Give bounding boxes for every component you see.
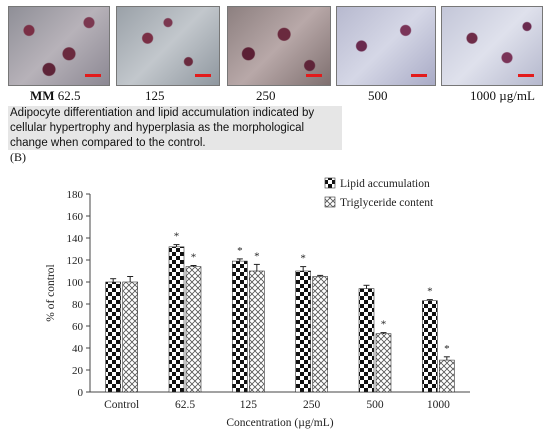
y-axis-label: % of control [45, 264, 57, 321]
scale-bar [518, 74, 534, 77]
significance-marker: * [300, 253, 306, 265]
bar-triglyceride [439, 359, 455, 393]
significance-marker: * [191, 252, 197, 264]
bar-lipid [232, 260, 248, 393]
y-tick-label: 140 [67, 233, 84, 245]
micrograph-125 [116, 6, 220, 86]
x-tick-label: 250 [303, 399, 321, 411]
bar-triglyceride [249, 270, 265, 393]
legend-swatch [324, 177, 336, 189]
scale-bar [85, 74, 101, 77]
legend-label: Triglyceride content [340, 197, 434, 209]
micrograph-1000 [441, 6, 543, 86]
scale-bar [195, 74, 211, 77]
bar-triglyceride [375, 333, 392, 393]
bar-lipid [295, 270, 311, 393]
bar-triglyceride [185, 266, 202, 393]
bar-chart: 0 20 40 60 80 100 120 140 160 180 % of control Cont… [45, 177, 470, 429]
y-tick-label: 180 [67, 189, 84, 201]
legend-label: Lipid accumulation [340, 178, 430, 190]
micrograph-mm-62-5 [8, 6, 110, 86]
x-tick-label: 125 [240, 399, 258, 411]
x-tick-label: 62.5 [175, 399, 195, 411]
description-box: Adipocyte differentiation and lipid accu… [8, 106, 342, 150]
significance-marker: * [427, 286, 433, 298]
y-tick-label: 100 [67, 277, 84, 289]
scale-bar [411, 74, 427, 77]
bar-triglyceride [312, 276, 328, 393]
y-tick-label: 80 [72, 299, 84, 311]
micrograph-500 [336, 6, 436, 86]
micrograph-250 [227, 6, 331, 86]
x-tick-label: 500 [366, 399, 384, 411]
x-tick-label: 1000 [427, 399, 450, 411]
bar-triglyceride [122, 281, 138, 393]
micrograph-label: 1000 µg/mL [470, 88, 535, 103]
significance-marker: * [444, 343, 450, 355]
y-tick-label: 20 [72, 365, 84, 377]
significance-marker: * [237, 245, 243, 257]
y-tick-label: 160 [67, 211, 84, 223]
legend-swatch [324, 196, 336, 208]
bar-lipid [105, 281, 121, 393]
significance-marker: * [381, 319, 387, 331]
significance-marker: * [254, 250, 260, 262]
micrograph-label: MM 62.5 [30, 88, 81, 103]
bar-lipid [358, 288, 375, 393]
scale-bar [306, 74, 322, 77]
y-tick-label: 0 [78, 387, 84, 399]
panel-label: (B) [10, 150, 26, 164]
significance-marker: * [174, 231, 180, 243]
bar-lipid [168, 246, 185, 393]
micrograph-label: 250 [256, 88, 276, 103]
micrograph-label: 125 [145, 88, 165, 103]
bar-lipid [422, 300, 438, 393]
y-tick-label: 120 [67, 255, 84, 267]
y-tick-label: 60 [72, 321, 84, 333]
x-axis-label: Concentration (µg/mL) [226, 417, 333, 429]
x-tick-label: Control [104, 399, 139, 411]
y-tick-label: 40 [72, 343, 84, 355]
micrograph-label: 500 [368, 88, 388, 103]
